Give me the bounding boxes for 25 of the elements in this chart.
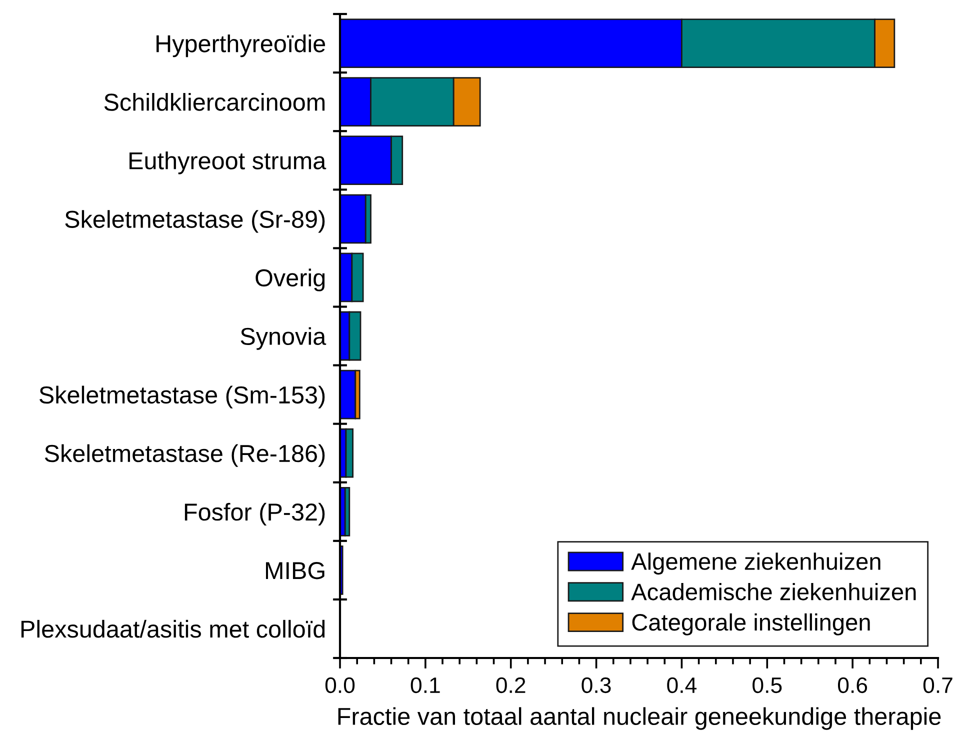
y-tick-label: Skeletmetastase (Sm-153): [40, 386, 325, 408]
legend-label: Academische ziekenhuizen: [631, 582, 916, 600]
x-tick-label: 0.7: [923, 677, 952, 694]
x-tick-label: 0.0: [325, 677, 355, 694]
y-tick-label: Schildkliercarcinoom: [104, 93, 325, 111]
x-tick-label: 0.3: [582, 677, 611, 694]
x-tick-label: 0.4: [667, 677, 697, 694]
y-tick-label: Skeletmetastase (Re-186): [44, 444, 325, 467]
y-tick-label: Plexsudaat/asitis met colloïd: [21, 620, 325, 638]
x-axis-title: Fractie van totaal aantal nucleair geneekundige therapie: [338, 707, 941, 730]
x-tick-label: 0.2: [496, 677, 526, 694]
y-tick-label: Overig: [256, 268, 325, 292]
y-tick-label: MIBG: [266, 562, 324, 580]
bar: [344, 486, 350, 536]
x-tick-label: 0.6: [838, 677, 868, 694]
legend-label: Algemene ziekenhuizen: [631, 552, 880, 575]
legend-label: Categorale instellingen: [632, 613, 870, 636]
y-tick-label: Synovia: [240, 327, 326, 350]
bar: [345, 428, 354, 478]
y-tick-label: Hyperthyreoïdie: [156, 34, 326, 58]
y-tick-label: Skeletmetastase (Sr-89): [65, 210, 325, 233]
x-tick-label: 0.1: [410, 677, 440, 694]
y-tick-label: Fosfor (P-32): [184, 502, 325, 526]
x-tick-label: 0.5: [752, 677, 782, 694]
y-tick-label: Euthyreoot struma: [130, 152, 326, 174]
